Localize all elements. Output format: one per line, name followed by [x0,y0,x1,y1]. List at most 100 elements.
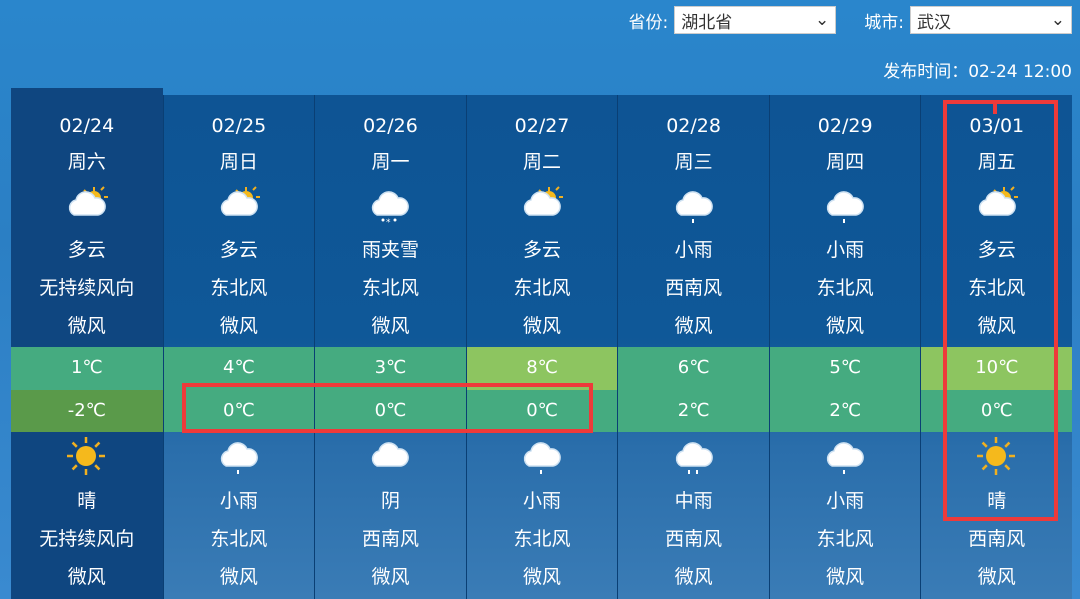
light-rain-icon [164,432,315,482]
high-temp: 6℃ [618,347,769,390]
weekday: 周二 [523,151,562,173]
weekday: 周四 [826,151,865,173]
day-wind: 微风 [523,315,562,337]
night-wind: 微风 [219,566,258,588]
high-temp: 8℃ [466,347,618,390]
date: 02/27 [514,115,570,137]
day-column: 02/25 周日 多云 东北风 微风 4℃ 0℃ 小雨 东北风 微风 [162,95,315,599]
night-weather: 晴 [77,490,97,512]
night-wind-direction: 西南风 [361,528,419,550]
day-weather: 多云 [523,239,562,261]
overcast-icon [315,432,466,482]
city-value: 武汉 [917,12,951,33]
night-wind: 微风 [523,566,562,588]
day-column: 02/27 周二 多云 东北风 微风 8℃ 0℃ 小雨 东北风 微风 [465,95,618,599]
light-rain-icon [467,432,618,482]
night-weather: 阴 [380,490,400,512]
day-wind-direction: 东北风 [361,277,419,299]
day-wind-direction: 西南风 [665,277,723,299]
date: 02/26 [363,115,418,137]
partly-cloudy-icon [11,181,163,231]
day-wind-direction: 东北风 [513,277,571,299]
light-rain-icon [618,181,769,231]
day-column: 02/26 周一 * 雨夹雪 东北风 微风 3℃ 0℃ 阴 西南风 微风 [314,95,466,599]
moderate-rain-icon [618,432,769,482]
low-temp: 0℃ [163,389,315,432]
day-wind-direction: 无持续风向 [39,277,135,299]
night-weather: 小雨 [523,490,562,512]
publish-time: 发布时间：02-24 12:00 [883,62,1072,82]
highlight-tick [993,100,997,114]
low-temp: -2℃ [11,389,163,432]
day-column: 02/29 周四 小雨 东北风 微风 5℃ 2℃ 小雨 东北风 微风 [768,95,921,599]
high-temp: 5℃ [769,347,921,390]
high-temp: 4℃ [163,347,315,390]
chevron-down-icon: ⌄ [815,10,830,30]
day-wind: 微风 [826,315,865,337]
night-wind-direction: 东北风 [816,528,874,550]
day-weather: 多云 [219,239,258,261]
highlight-box-0301 [943,100,1058,521]
night-wind-direction: 无持续风向 [39,528,135,550]
night-wind: 微风 [67,566,106,588]
highlight-box-lows [182,383,593,433]
light-rain-icon [770,432,921,482]
weekday: 周三 [674,151,713,173]
partly-cloudy-icon [921,181,1072,231]
high-temp: 3℃ [315,347,466,390]
sunny-icon [921,432,1072,482]
day-weather: 雨夹雪 [361,239,419,261]
day-weather: 多云 [977,239,1016,261]
night-weather: 小雨 [826,490,865,512]
night-wind: 微风 [826,566,865,588]
night-wind: 微风 [977,566,1016,588]
low-temp: 0℃ [315,389,466,432]
location-selector: 省份: 湖北省 ⌄ 城市: 武汉 ⌄ [601,6,1072,34]
day-wind: 微风 [371,315,410,337]
sunny-icon [11,432,163,482]
night-weather: 小雨 [219,490,258,512]
weekday: 周六 [67,151,106,173]
day-wind-direction: 东北风 [816,277,874,299]
province-label: 省份: [628,12,669,33]
province-select[interactable]: 湖北省 ⌄ [674,6,837,34]
day-wind: 微风 [67,315,106,337]
night-wind-direction: 西南风 [968,528,1026,550]
partly-cloudy-icon [467,181,618,231]
forecast-table: 02/24 周六 多云 无持续风向 微风 1℃ -2℃ 晴 无持续风向 微风 0… [11,88,1073,599]
night-weather: 晴 [987,490,1007,512]
day-wind: 微风 [977,315,1016,337]
low-temp: 2℃ [769,389,921,432]
date: 02/24 [59,115,115,137]
svg-text:*: * [386,218,391,227]
date: 02/29 [817,115,873,137]
weekday: 周日 [219,151,258,173]
sleet-icon: * [315,181,466,231]
day-wind-direction: 东北风 [968,277,1026,299]
day-wind-direction: 东北风 [210,277,268,299]
weekday: 周五 [977,151,1016,173]
day-wind: 微风 [674,315,713,337]
day-column: 02/28 周三 小雨 西南风 微风 6℃ 2℃ 中雨 西南风 微风 [617,95,769,599]
day-wind: 微风 [219,315,258,337]
night-weather: 中雨 [674,490,713,512]
partly-cloudy-icon [164,181,315,231]
day-weather: 多云 [67,239,106,261]
low-temp: 2℃ [618,389,769,432]
high-temp: 1℃ [11,347,163,390]
night-wind: 微风 [371,566,410,588]
date: 03/01 [969,115,1025,137]
chevron-down-icon: ⌄ [1050,10,1065,30]
city-select[interactable]: 武汉 ⌄ [910,6,1072,34]
night-wind: 微风 [674,566,713,588]
city-label: 城市: [864,12,904,33]
night-wind-direction: 西南风 [665,528,723,550]
day-column: 02/24 周六 多云 无持续风向 微风 1℃ -2℃ 晴 无持续风向 微风 [11,88,163,599]
night-wind-direction: 东北风 [513,528,571,550]
night-wind-direction: 东北风 [210,528,268,550]
date: 02/25 [211,115,267,137]
province-value: 湖北省 [681,12,733,33]
weekday: 周一 [371,151,410,173]
day-weather: 小雨 [826,239,865,261]
light-rain-icon [770,181,921,231]
